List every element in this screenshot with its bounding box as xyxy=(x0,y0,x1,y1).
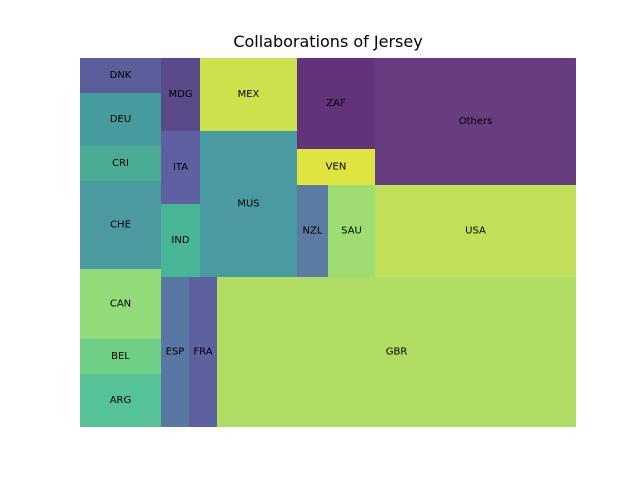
treemap-cell-gbr xyxy=(217,277,576,427)
treemap-label-fra: FRA xyxy=(193,347,212,358)
chart-title: Collaborations of Jersey xyxy=(233,32,423,51)
treemap-cell-che xyxy=(80,181,161,269)
treemap-cell-fra xyxy=(189,277,217,427)
treemap-label-deu: DEU xyxy=(110,114,131,125)
treemap-cell-nzl xyxy=(297,185,328,277)
treemap-label-arg: ARG xyxy=(110,395,132,406)
treemap-label-ita: ITA xyxy=(173,162,188,173)
treemap-cell-ita xyxy=(161,131,200,204)
treemap-cell-arg xyxy=(80,374,161,427)
treemap-label-zaf: ZAF xyxy=(326,98,346,109)
treemap-label-mus: MUS xyxy=(237,199,259,210)
treemap-cell-deu xyxy=(80,93,161,146)
treemap-cell-ind xyxy=(161,204,200,277)
treemap-label-mdg: MDG xyxy=(168,89,192,100)
treemap-cell-mus xyxy=(200,131,297,277)
treemap-label-can: CAN xyxy=(110,299,131,310)
treemap-label-esp: ESP xyxy=(166,347,185,358)
treemap-cell-ven xyxy=(297,149,375,185)
treemap-cell-mex xyxy=(200,58,297,131)
treemap-label-mex: MEX xyxy=(238,89,260,100)
treemap-label-sau: SAU xyxy=(341,226,362,237)
treemap-label-ven: VEN xyxy=(326,162,347,173)
treemap-label-cri: CRI xyxy=(112,158,129,169)
treemap-cell-bel xyxy=(80,339,161,374)
treemap-label-usa: USA xyxy=(465,226,486,237)
treemap-label-gbr: GBR xyxy=(386,347,408,358)
treemap-cell-mdg xyxy=(161,58,200,131)
treemap-cell-usa xyxy=(375,185,576,277)
treemap-cell-dnk xyxy=(80,58,161,93)
treemap-cell-others xyxy=(375,58,576,185)
treemap-cell-sau xyxy=(328,185,375,277)
treemap-label-ind: IND xyxy=(171,235,189,246)
treemap-label-dnk: DNK xyxy=(110,70,132,81)
treemap-label-others: Others xyxy=(459,116,493,127)
treemap-cell-esp xyxy=(161,277,189,427)
treemap-label-bel: BEL xyxy=(111,351,130,362)
treemap-label-nzl: NZL xyxy=(303,226,323,237)
treemap-cell-zaf xyxy=(297,58,375,149)
treemap-label-che: CHE xyxy=(110,220,131,231)
treemap-cell-cri xyxy=(80,146,161,181)
treemap-cell-can xyxy=(80,269,161,339)
